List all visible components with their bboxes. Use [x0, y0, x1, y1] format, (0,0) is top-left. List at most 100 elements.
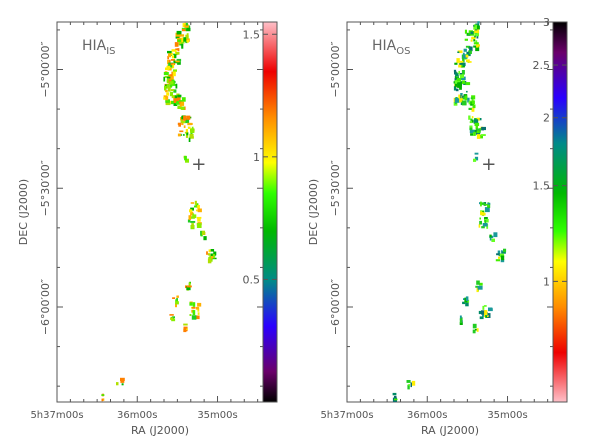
- map-patch: [476, 117, 480, 121]
- panel-right: −5°00′00″ −5°30′00″ −6°00′00″ 5h37m00s 36m0…: [307, 16, 568, 437]
- panel-label-left: HIAIS: [82, 38, 116, 57]
- map-patch: [194, 315, 200, 320]
- map-patch: [470, 118, 473, 122]
- map-patch: [411, 380, 416, 386]
- map-patch: [179, 103, 182, 107]
- map-patch: [479, 220, 482, 225]
- map-patch: [168, 53, 172, 58]
- map-patch: [211, 256, 214, 259]
- map-patch: [476, 287, 479, 293]
- map-patch: [473, 131, 476, 136]
- map-patch: [165, 96, 169, 101]
- colorbar-tick-label: 1: [543, 275, 550, 288]
- map-patch: [188, 282, 191, 286]
- map-patch: [186, 285, 192, 288]
- map-patch: [212, 254, 215, 259]
- x-tick-label: 35m00s: [197, 410, 237, 421]
- map-patch: [470, 97, 473, 100]
- map-patch: [174, 42, 179, 47]
- map-patch: [164, 85, 167, 91]
- map-patch: [471, 36, 476, 40]
- map-patch: [476, 44, 479, 48]
- colorbar-tick-label: 3: [543, 16, 550, 29]
- map-patch: [166, 92, 170, 96]
- map-patch: [475, 46, 480, 52]
- map-patch: [190, 207, 194, 211]
- map-patch: [503, 248, 507, 253]
- x-tick-label: 5h37m00s: [30, 410, 83, 421]
- map-patch: [177, 94, 182, 98]
- map-patch: [484, 310, 488, 315]
- x-tick-label: 36m00s: [117, 410, 157, 421]
- map-patch: [462, 58, 465, 63]
- map-patch: [454, 80, 457, 84]
- map-patch: [392, 392, 397, 396]
- map-patch: [477, 21, 480, 24]
- map-patch: [116, 382, 119, 386]
- map-patch: [191, 126, 194, 131]
- map-patch: [175, 48, 179, 50]
- map-patch: [171, 55, 176, 59]
- map-patch: [181, 37, 184, 42]
- map-patch: [195, 306, 199, 310]
- colorbar-left: [262, 21, 278, 403]
- map-patch: [482, 223, 488, 227]
- map-patch: [459, 74, 464, 79]
- map-patch: [192, 302, 196, 307]
- map-patch: [177, 48, 180, 52]
- map-patch: [184, 22, 187, 26]
- map-patch: [184, 24, 189, 28]
- map-patch: [101, 394, 105, 396]
- map-patch: [458, 65, 462, 68]
- map-patch: [179, 100, 184, 102]
- map-patch: [170, 59, 176, 61]
- map-patch: [464, 95, 468, 101]
- map-patch: [175, 52, 180, 55]
- plot-frame-left: [56, 21, 264, 403]
- map-patch: [170, 317, 174, 320]
- map-patch: [177, 61, 181, 65]
- map-patch: [185, 22, 188, 26]
- map-patch: [173, 89, 177, 93]
- map-patch: [471, 98, 474, 102]
- map-patch: [185, 158, 189, 163]
- map-patch: [169, 59, 171, 64]
- map-patch: [189, 314, 192, 316]
- map-patch: [455, 73, 459, 77]
- map-patch: [190, 202, 195, 204]
- map-patch: [196, 223, 202, 228]
- map-patch: [191, 315, 197, 320]
- colorbar-tick-label: 0.5: [243, 273, 261, 286]
- x-axis-label-right: RA (J2000): [421, 424, 479, 437]
- map-patch: [481, 310, 486, 315]
- map-patch: [472, 104, 476, 109]
- map-patch: [470, 133, 473, 136]
- map-patch: [188, 137, 191, 142]
- map-patch: [476, 130, 480, 134]
- colorbar-tick-label: 2: [543, 112, 550, 125]
- map-patch: [471, 107, 475, 112]
- map-patch: [470, 31, 474, 35]
- map-patch: [474, 156, 479, 161]
- map-patch: [101, 398, 104, 402]
- map-patch: [471, 95, 476, 100]
- map-patch: [478, 310, 482, 315]
- map-patch: [186, 33, 189, 38]
- map-patch: [183, 326, 188, 332]
- map-patch: [187, 122, 192, 126]
- map-patch: [468, 50, 472, 54]
- map-patch: [169, 84, 173, 88]
- panel-label-right: HIAOS: [372, 38, 410, 57]
- map-patch: [457, 50, 463, 54]
- map-patch: [471, 116, 474, 119]
- map-patch: [170, 63, 176, 66]
- map-patch: [171, 89, 175, 92]
- map-patch: [197, 205, 200, 209]
- map-patch: [169, 314, 174, 316]
- map-patch: [189, 136, 194, 139]
- map-patch: [192, 213, 195, 218]
- map-patch: [186, 35, 189, 39]
- map-patch: [461, 54, 464, 59]
- map-patch: [120, 377, 125, 381]
- colorbar-ticks-left: 0.5 1 1.5: [243, 28, 277, 286]
